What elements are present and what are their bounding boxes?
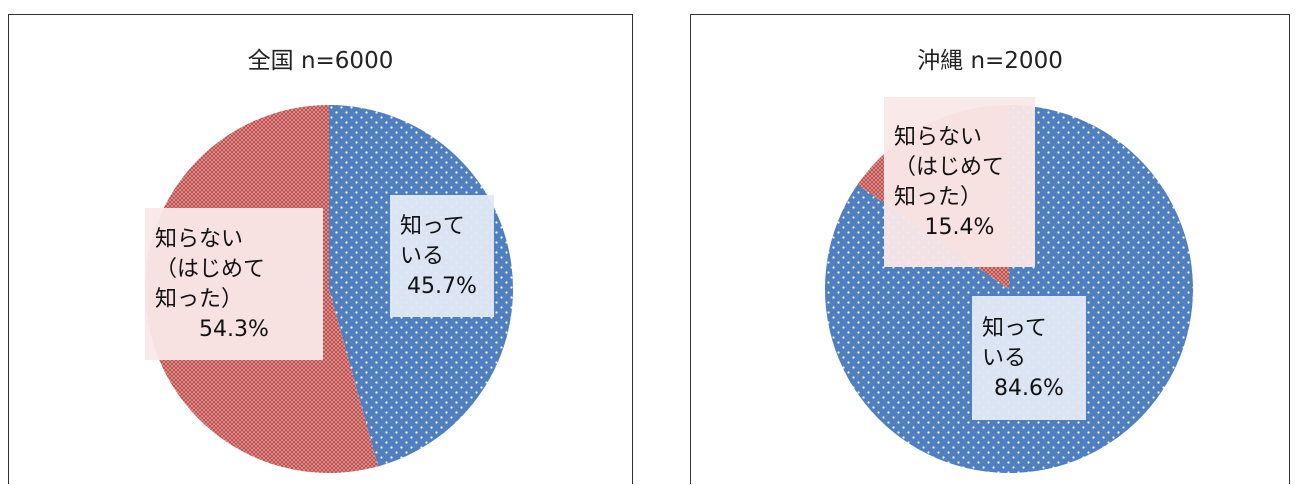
data-label-text: いる [400,244,444,269]
data-label-text: 知った） [894,185,982,210]
data-label-box [884,97,1035,267]
data-label-value: 84.6% [994,376,1064,401]
data-label-text: （はじめて [894,155,1004,180]
chart-panel-national: 全国 n=6000 知って いる 45.7% 知らない （はじめて 知った） 54.3% [8,14,633,484]
data-label-value: 15.4% [925,215,995,240]
cropped-header [0,0,1296,12]
data-label-text: 知らない [155,227,243,252]
data-label-text: 知った） [155,287,243,312]
data-label-value: 45.7% [407,274,477,299]
data-label-text: いる [982,346,1026,371]
data-label-text: 知って [982,316,1047,341]
data-label-text: （はじめて [155,257,265,282]
data-label-value: 54.3% [199,317,269,342]
chart-panel-okinawa: 沖縄 n=2000 知って いる 84.6% 知らない （はじめて 知った） 15.4% [690,14,1290,484]
data-label-text: 知らない [894,125,982,150]
data-label-text: 知って [400,214,465,239]
